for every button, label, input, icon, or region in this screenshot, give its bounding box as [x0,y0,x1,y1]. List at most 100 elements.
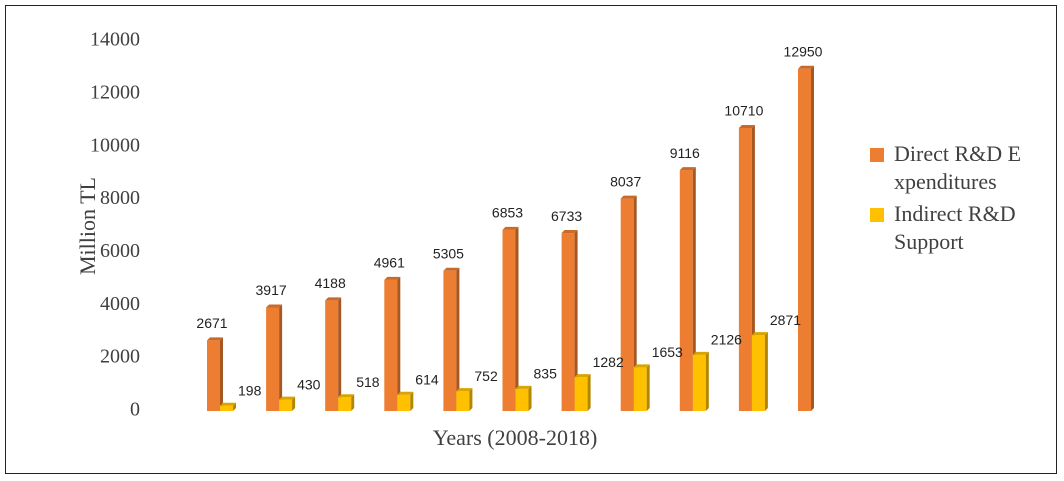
bar [502,226,519,411]
x-axis-title: Years (2008-2018) [433,425,598,450]
bar [266,304,283,411]
y-tick-label: 12000 [90,81,140,103]
bar-face [456,391,470,411]
bar-face [338,397,352,411]
bar-side [692,167,696,411]
bar [338,394,355,411]
bar-top [692,351,709,355]
bar-top [384,276,401,280]
bar [679,167,696,411]
bar-side [456,267,460,411]
bar-top [620,195,637,199]
bar-top [325,297,342,301]
data-label: 2871 [770,312,801,328]
data-label: 4961 [374,255,405,271]
data-label: 1282 [593,354,624,370]
bar-top [633,364,650,368]
data-label: 752 [474,368,498,384]
bar [692,351,709,411]
y-axis-title: Million TL [75,177,100,275]
bar-face [620,198,634,411]
y-tick-label: 4000 [100,293,140,315]
bar-top [738,124,755,128]
data-label: 12950 [784,43,823,59]
data-label: 2671 [196,315,227,331]
bar [443,267,460,411]
bar [751,332,768,411]
bar-face [207,340,220,411]
data-label: 6733 [551,208,582,224]
bar [279,396,296,411]
bar-face [279,399,293,411]
legend-swatch [870,208,884,222]
bar-top [502,226,519,230]
bar-side [646,364,650,411]
y-tick-label: 10000 [90,134,140,156]
legend-item: Direct R&D Expenditures [870,140,1028,196]
bar-face [798,68,811,411]
data-label: 430 [297,376,321,392]
bar [515,385,532,411]
data-label: 614 [415,371,439,387]
data-label: 2126 [711,332,742,348]
bar [325,297,342,411]
bar-face [266,307,280,411]
bar-top [456,388,473,392]
data-label: 10710 [724,103,763,119]
data-label: 5305 [433,245,464,261]
bar-face [751,335,765,411]
bar-side [811,65,814,411]
bar-face [692,354,706,411]
bar-side [633,195,637,411]
bar-face [738,127,752,411]
bar-side [587,374,591,411]
bar [397,391,414,411]
bar-face [384,279,398,411]
data-label: 3917 [256,282,287,298]
bar-side [764,332,768,411]
bar-side [351,394,355,411]
bar-side [515,226,519,411]
bar-top [798,65,814,69]
data-label: 1653 [652,344,683,360]
y-tick-label: 14000 [90,29,140,51]
data-label: 6853 [492,205,523,221]
bar-top [679,167,696,171]
bar-side [279,304,283,411]
data-label: 4188 [315,275,346,291]
bar-top [220,402,236,406]
y-tick-label: 0 [130,399,140,421]
frame [5,5,1057,474]
y-tick-label: 2000 [100,346,140,368]
legend-swatch [870,148,884,162]
data-label: 835 [534,366,558,382]
bar-top [515,385,532,389]
legend-label: Direct R&D Expenditures [894,141,1022,194]
bar-side [528,385,532,411]
bar-side [338,297,342,411]
bar [561,230,578,411]
bar-face [633,367,647,411]
bar-side [410,391,414,411]
data-label: 9116 [670,145,700,161]
bar [620,195,637,411]
bar-top [279,396,296,400]
bar-face [397,394,411,411]
bar [384,276,401,411]
bar-face [325,300,339,411]
bar-face [220,405,233,411]
bar-top [207,337,223,341]
legend-label: Indirect R&D Support [894,201,1016,254]
bar-side [292,396,296,411]
data-label: 518 [356,374,380,390]
bar-side [220,337,223,411]
bar-face [502,229,516,411]
bar-top [443,267,460,271]
data-label: 198 [238,382,262,398]
bar-top [751,332,768,336]
legend-item: Indirect R&D Support [870,200,1028,256]
bar [798,65,814,411]
bar-side [705,351,709,411]
